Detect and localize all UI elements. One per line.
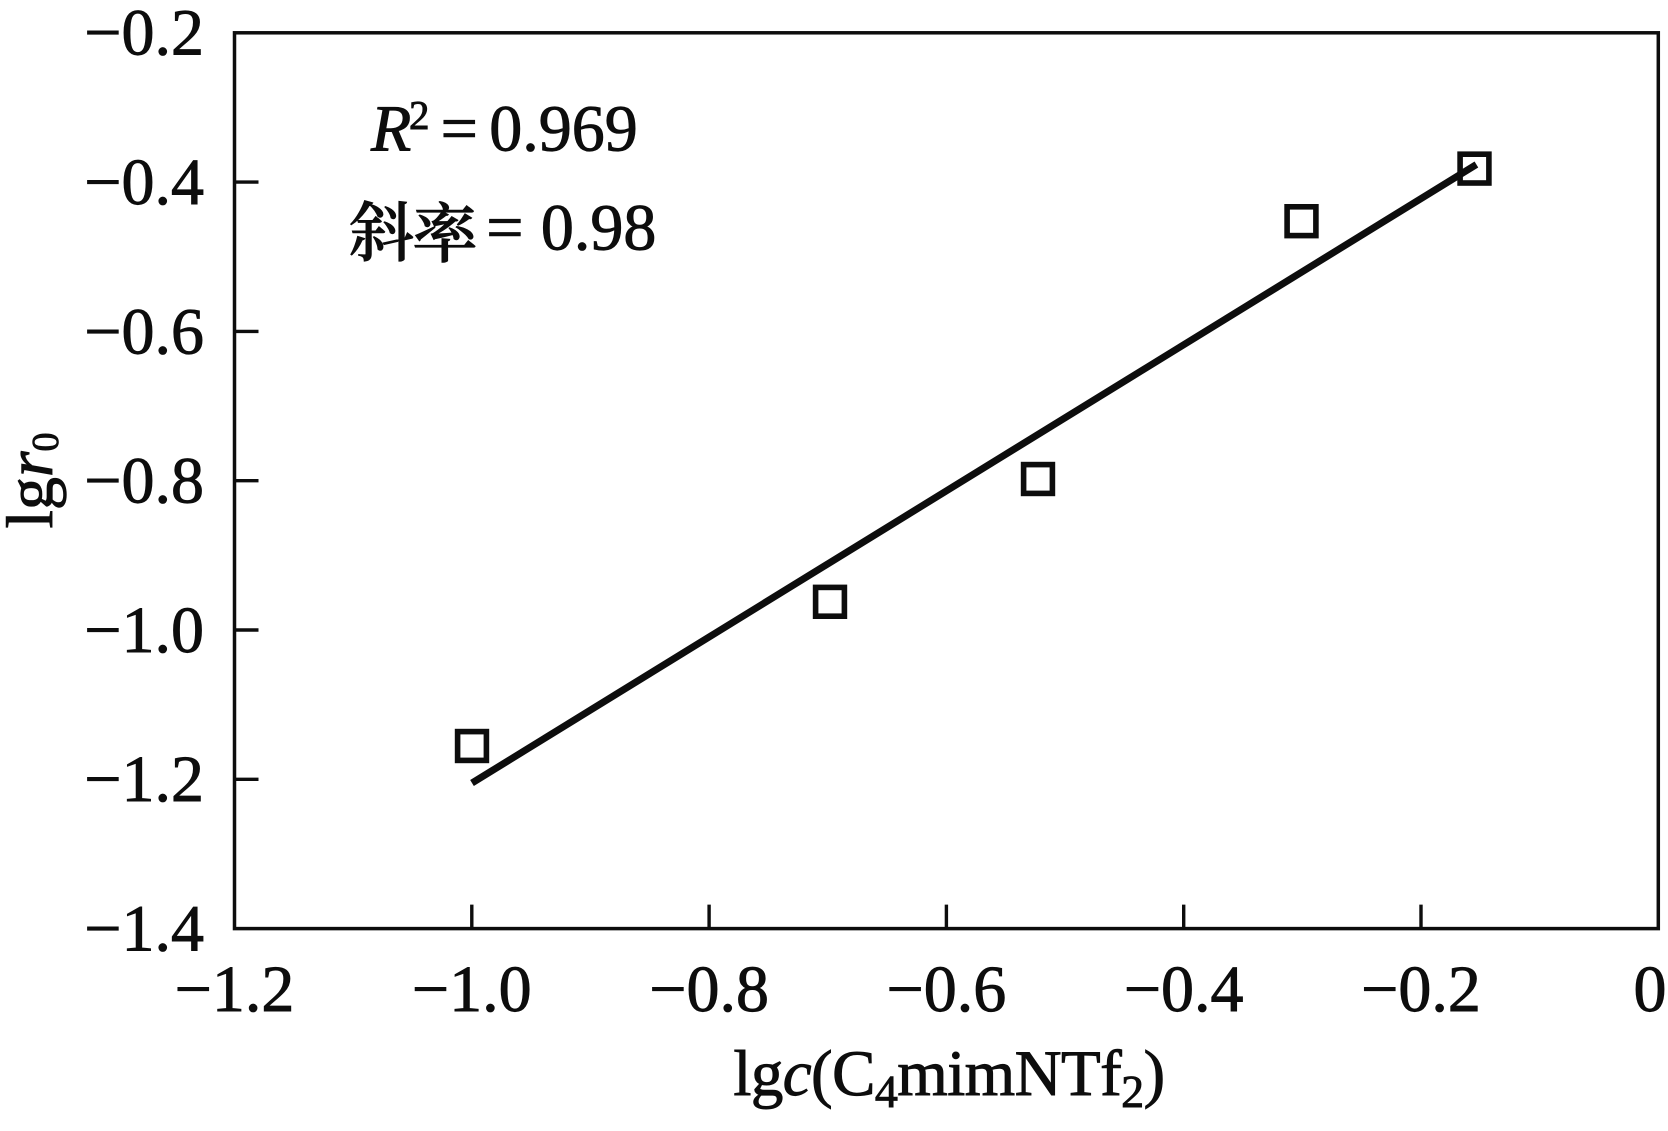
svg-text:−0.4: −0.4 [84,146,204,219]
svg-text:−1.2: −1.2 [84,743,204,816]
svg-text:0.969: 0.969 [489,93,638,166]
svg-text:−0.8: −0.8 [84,445,204,518]
svg-text:−0.2: −0.2 [1361,953,1481,1026]
svg-text:−1.2: −1.2 [175,953,295,1026]
svg-text:2: 2 [409,92,430,138]
svg-text:−0.6: −0.6 [84,295,204,368]
svg-text:−1.0: −1.0 [412,953,532,1026]
svg-text:=: = [486,192,523,265]
svg-text:=: = [441,93,478,166]
svg-text:0.98: 0.98 [541,192,657,265]
svg-text:0: 0 [1634,953,1667,1026]
svg-text:−0.8: −0.8 [649,953,769,1026]
svg-text:R: R [370,93,411,166]
svg-text:−0.6: −0.6 [887,953,1007,1026]
svg-text:lgc(C4mimNTf2): lgc(C4mimNTf2) [733,1038,1164,1117]
svg-text:−1.4: −1.4 [84,893,204,966]
svg-text:−0.4: −0.4 [1124,953,1244,1026]
svg-text:−1.0: −1.0 [84,594,204,667]
svg-text:−0.2: −0.2 [84,0,204,70]
